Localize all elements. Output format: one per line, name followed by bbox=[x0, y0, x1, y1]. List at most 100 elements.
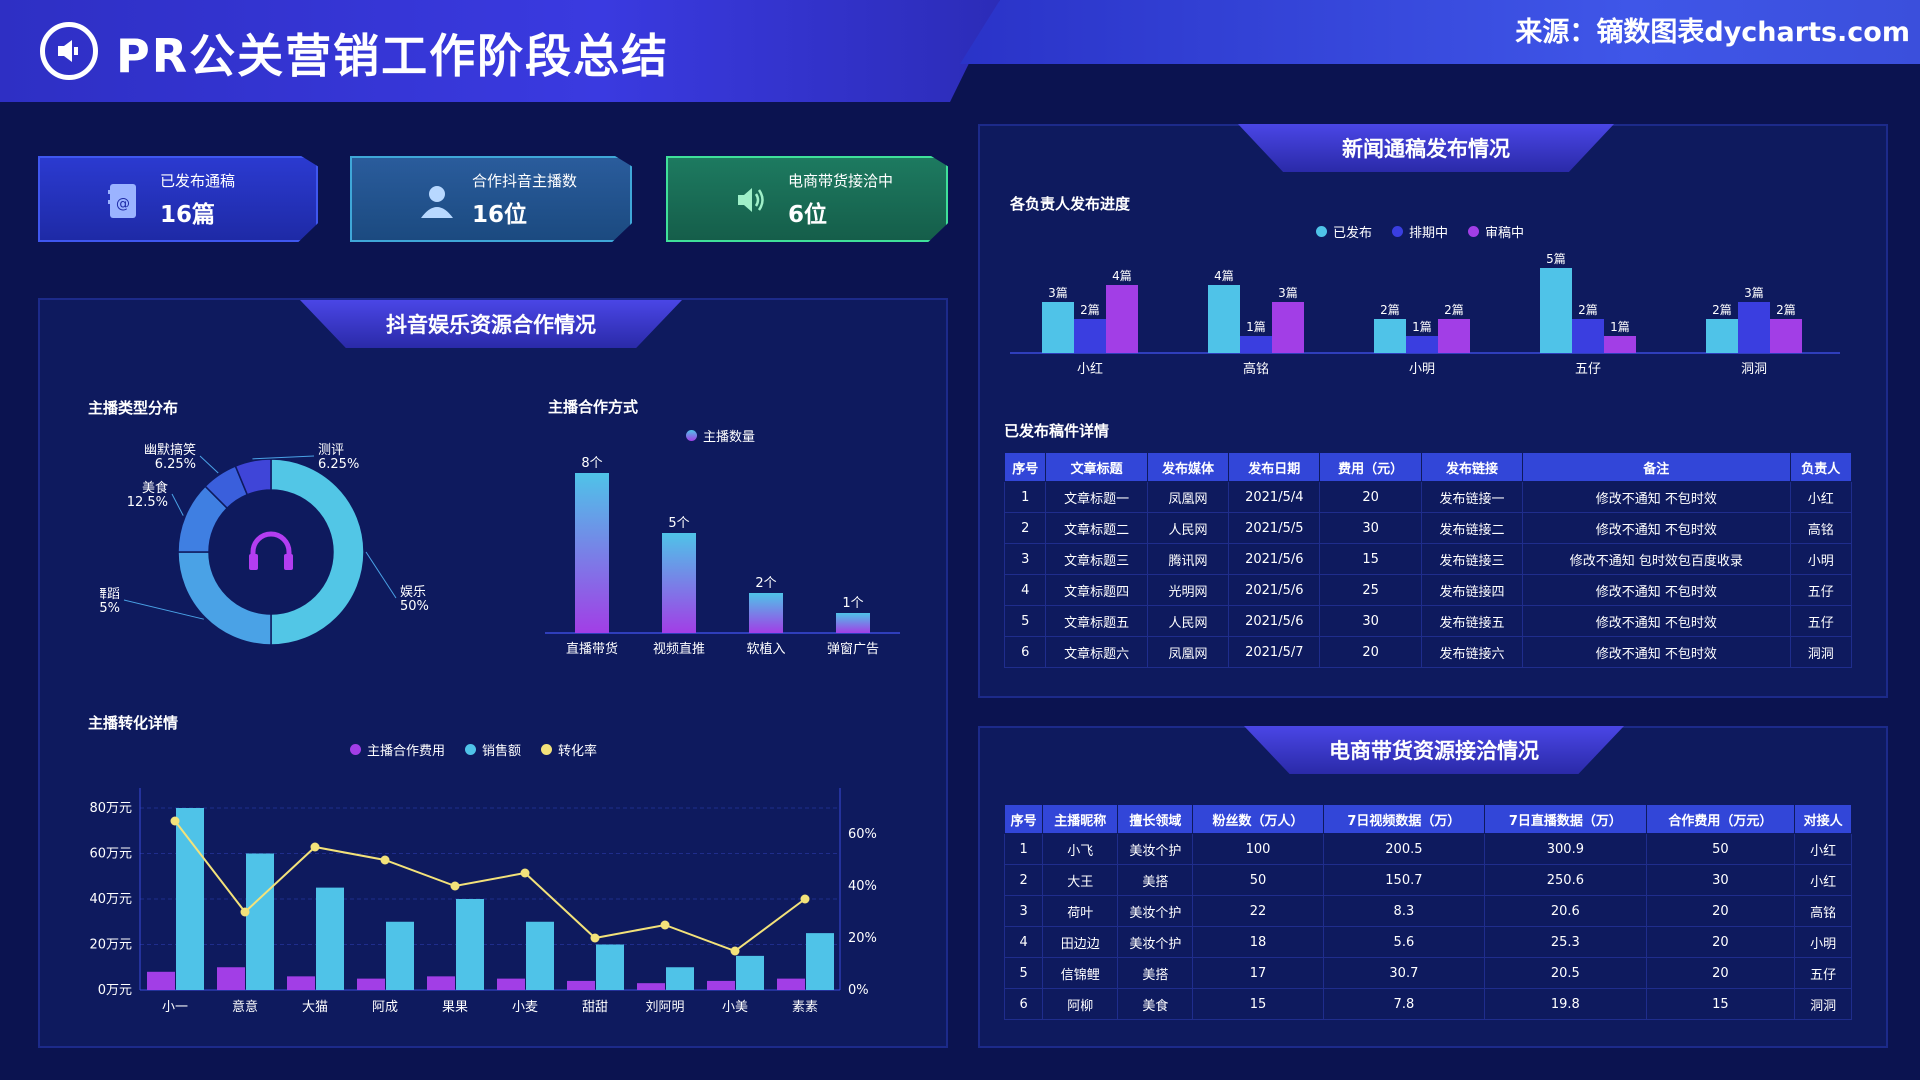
page-title: PR公关营销工作阶段总结 bbox=[116, 29, 670, 83]
bar bbox=[1240, 336, 1272, 353]
news-cell: 文章标题二 bbox=[1045, 512, 1148, 544]
news-cell: 20 bbox=[1319, 481, 1422, 513]
data-label: 1篇 bbox=[1412, 319, 1432, 334]
data-label: 3篇 bbox=[1278, 285, 1298, 300]
ecom-cell: 18 bbox=[1192, 926, 1324, 958]
news-cell: 发布链接三 bbox=[1421, 543, 1524, 575]
fee-bar bbox=[147, 971, 175, 990]
ecom-cell: 100 bbox=[1192, 833, 1324, 865]
table-row: 1 小飞 美妆个护 100 200.5 300.9 50 小红 bbox=[1003, 833, 1852, 865]
bar bbox=[1706, 319, 1738, 353]
sales-bar bbox=[526, 921, 554, 990]
category-label: 小美 bbox=[722, 1000, 748, 1015]
news-cell: 修改不通知 不包时效 bbox=[1522, 605, 1791, 637]
conversion-point bbox=[660, 920, 670, 930]
ecom-cell: 200.5 bbox=[1323, 833, 1486, 865]
category-label: 甜甜 bbox=[582, 999, 608, 1015]
y-tick-label: 20万元 bbox=[89, 938, 132, 953]
category-label: 五仔 bbox=[1575, 362, 1601, 377]
ecom-cell: 美搭 bbox=[1117, 957, 1194, 989]
table-row: 1 文章标题一 凤凰网 2021/5/4 20 发布链接一 修改不通知 不包时效 小红 bbox=[1003, 481, 1852, 513]
category-label: 高铭 bbox=[1243, 361, 1269, 377]
category-label: 小一 bbox=[162, 1000, 188, 1015]
volume-icon bbox=[40, 22, 98, 80]
fee-bar bbox=[427, 976, 455, 990]
table-row: 5 文章标题五 人民网 2021/5/6 30 发布链接五 修改不通知 不包时效 五仔 bbox=[1003, 605, 1852, 637]
sales-bar bbox=[736, 955, 764, 990]
ecom-header-cell: 序号 bbox=[1003, 804, 1044, 834]
category-label: 洞洞 bbox=[1741, 362, 1767, 377]
stat-card-anchors: 合作抖音主播数 16位 bbox=[350, 156, 632, 242]
ecom-header-cell: 对接人 bbox=[1794, 804, 1852, 834]
legend-item: 主播数量 bbox=[686, 426, 755, 445]
conversion-point bbox=[450, 881, 460, 891]
table-row: 4 文章标题四 光明网 2021/5/6 25 发布链接四 修改不通知 不包时效 五仔 bbox=[1003, 574, 1852, 606]
news-cell: 3 bbox=[1003, 543, 1047, 575]
ecom-cell: 洞洞 bbox=[1794, 988, 1852, 1020]
slice-value-label: 12.5% bbox=[127, 495, 168, 510]
bar bbox=[662, 533, 696, 633]
ecom-cell: 25.3 bbox=[1484, 926, 1647, 958]
news-cell: 5 bbox=[1003, 605, 1047, 637]
legend-label: 主播数量 bbox=[703, 430, 756, 445]
ecom-cell: 小红 bbox=[1794, 864, 1852, 896]
fee-bar bbox=[217, 967, 245, 990]
ecom-cell: 美妆个护 bbox=[1117, 895, 1194, 927]
bar bbox=[1406, 336, 1438, 353]
legend-label: 已发布 bbox=[1333, 226, 1373, 241]
bar bbox=[1272, 302, 1304, 353]
ecom-header-cell: 擅长领域 bbox=[1117, 804, 1194, 834]
ecom-cell: 田边边 bbox=[1042, 926, 1119, 958]
sales-bar bbox=[806, 933, 834, 990]
sales-bar bbox=[176, 808, 204, 990]
ecom-cell: 高铭 bbox=[1794, 895, 1852, 927]
slice-name-label: 测评 bbox=[318, 443, 344, 458]
category-label: 刘阿明 bbox=[645, 1000, 684, 1015]
douyin-panel-title: 抖音娱乐资源合作情况 bbox=[300, 300, 682, 348]
news-header-cell: 文章标题 bbox=[1045, 452, 1148, 482]
ecom-cell: 50 bbox=[1192, 864, 1324, 896]
data-label: 1个 bbox=[842, 596, 863, 611]
table-row: 3 文章标题三 腾讯网 2021/5/6 15 发布链接三 修改不通知 包时效包百度收录 小明 bbox=[1003, 543, 1852, 575]
ecom-cell: 小飞 bbox=[1042, 833, 1119, 865]
legend-item: 主播合作费用 bbox=[350, 740, 445, 759]
news-cell: 五仔 bbox=[1790, 605, 1852, 637]
ecom-cell: 美妆个护 bbox=[1117, 833, 1194, 865]
stat-label: 已发布通稿 bbox=[160, 171, 236, 190]
category-label: 阿成 bbox=[372, 1000, 398, 1015]
category-label: 小麦 bbox=[512, 1000, 538, 1015]
data-label: 4篇 bbox=[1214, 268, 1234, 283]
news-header-cell: 发布媒体 bbox=[1146, 452, 1230, 482]
ecom-header-cell: 主播昵称 bbox=[1042, 804, 1119, 834]
slice-name-label: 舞蹈 bbox=[100, 587, 120, 602]
category-label: 直播带货 bbox=[566, 641, 618, 657]
news-header-cell: 发布日期 bbox=[1228, 452, 1321, 482]
ecom-cell: 7.8 bbox=[1323, 988, 1486, 1020]
fee-bar bbox=[637, 983, 665, 990]
conversion-chart: 0万元 20万元 40万元 60万元 80万元 0% 20% 40% 60% 小一 意意 大猫 阿成 果果… bbox=[89, 788, 877, 1015]
sales-bar bbox=[596, 944, 624, 990]
ecom-cell: 20 bbox=[1646, 895, 1796, 927]
bar bbox=[1208, 285, 1240, 353]
news-cell: 洞洞 bbox=[1790, 636, 1852, 668]
slice-name-label: 娱乐 bbox=[400, 585, 426, 600]
bar bbox=[1106, 285, 1138, 353]
news-cell: 修改不通知 不包时效 bbox=[1522, 512, 1791, 544]
fee-bar bbox=[287, 976, 315, 990]
donut-slice bbox=[234, 458, 272, 496]
news-header-cell: 发布链接 bbox=[1420, 452, 1524, 482]
stat-value: 16篇 bbox=[160, 201, 216, 228]
ecom-cell: 2 bbox=[1003, 864, 1044, 896]
category-label: 小红 bbox=[1077, 361, 1103, 377]
legend-label: 销售额 bbox=[482, 744, 522, 759]
news-cell: 发布链接六 bbox=[1421, 636, 1524, 668]
ecom-panel-title: 电商带货资源接洽情况 bbox=[1244, 726, 1624, 774]
news-cell: 发布链接四 bbox=[1421, 574, 1524, 606]
ecom-cell: 大王 bbox=[1042, 864, 1119, 896]
news-cell: 文章标题六 bbox=[1045, 636, 1148, 668]
table-row: 6 阿柳 美食 15 7.8 19.8 15 洞洞 bbox=[1003, 988, 1852, 1020]
y-right-tick-label: 60% bbox=[848, 827, 877, 842]
news-cell: 五仔 bbox=[1790, 574, 1852, 606]
news-cell: 小红 bbox=[1790, 481, 1852, 513]
news-cell: 2021/5/6 bbox=[1228, 543, 1321, 575]
